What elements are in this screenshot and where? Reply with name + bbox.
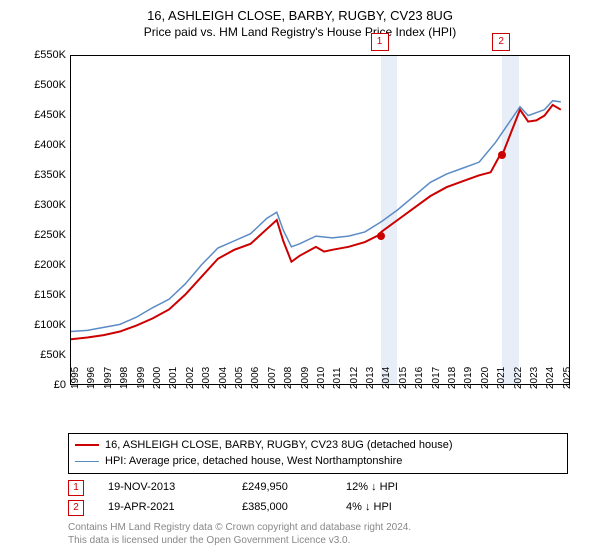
x-axis-label: 2000 xyxy=(152,367,163,389)
legend-label: HPI: Average price, detached house, West… xyxy=(105,453,402,470)
x-axis-label: 1997 xyxy=(103,367,114,389)
x-axis-label: 2010 xyxy=(316,367,327,389)
event-date: 19-NOV-2013 xyxy=(108,478,218,498)
legend-label: 16, ASHLEIGH CLOSE, BARBY, RUGBY, CV23 8… xyxy=(105,437,453,454)
x-axis-label: 2023 xyxy=(529,367,540,389)
y-axis-label: £550K xyxy=(20,49,66,61)
x-axis-label: 2016 xyxy=(414,367,425,389)
x-axis-label: 2003 xyxy=(201,367,212,389)
x-axis-label: 2015 xyxy=(398,367,409,389)
y-axis-label: £350K xyxy=(20,169,66,181)
event-marker-box: 2 xyxy=(492,33,510,51)
plot-region xyxy=(70,55,570,385)
y-axis-label: £450K xyxy=(20,109,66,121)
x-axis-label: 2020 xyxy=(480,367,491,389)
y-axis-label: £200K xyxy=(20,259,66,271)
x-axis-label: 1999 xyxy=(136,367,147,389)
x-axis-label: 1995 xyxy=(70,367,81,389)
x-axis-label: 2004 xyxy=(218,367,229,389)
y-axis-label: £50K xyxy=(20,349,66,361)
x-axis-label: 1998 xyxy=(119,367,130,389)
y-axis-label: £150K xyxy=(20,289,66,301)
event-dot xyxy=(377,232,385,240)
y-axis-label: £100K xyxy=(20,319,66,331)
event-row: 2 19-APR-2021 £385,000 4% ↓ HPI xyxy=(68,498,568,518)
events-table: 1 19-NOV-2013 £249,950 12% ↓ HPI 2 19-APR-202… xyxy=(68,478,568,518)
legend-item: 16, ASHLEIGH CLOSE, BARBY, RUGBY, CV23 8… xyxy=(75,437,561,454)
x-axis-label: 2007 xyxy=(267,367,278,389)
y-axis-label: £300K xyxy=(20,199,66,211)
x-axis-label: 2011 xyxy=(332,367,343,389)
footer-line2: This data is licensed under the Open Gov… xyxy=(68,534,568,547)
event-id-box: 1 xyxy=(68,480,84,496)
x-axis-label: 1996 xyxy=(86,367,97,389)
y-axis-label: £400K xyxy=(20,139,66,151)
event-price: £249,950 xyxy=(242,478,322,498)
legend-swatch xyxy=(75,444,99,446)
series-hpi xyxy=(71,101,561,332)
x-axis-label: 2009 xyxy=(300,367,311,389)
x-axis-label: 2005 xyxy=(234,367,245,389)
x-axis-label: 2001 xyxy=(168,367,179,389)
y-axis-label: £0 xyxy=(20,379,66,391)
event-dot xyxy=(498,151,506,159)
x-axis-label: 2006 xyxy=(250,367,261,389)
x-axis-label: 2024 xyxy=(545,367,556,389)
x-axis-label: 2018 xyxy=(447,367,458,389)
y-axis-label: £500K xyxy=(20,79,66,91)
event-row: 1 19-NOV-2013 £249,950 12% ↓ HPI xyxy=(68,478,568,498)
chart-title-line1: 16, ASHLEIGH CLOSE, BARBY, RUGBY, CV23 8… xyxy=(10,8,590,25)
chart-area: £0 £50K £100K £150K £200K £250K £300K £350K £400… xyxy=(20,45,580,425)
event-delta: 12% ↓ HPI xyxy=(346,478,398,498)
y-axis-label: £250K xyxy=(20,229,66,241)
x-axis-label: 2008 xyxy=(283,367,294,389)
x-axis-label: 2014 xyxy=(381,367,392,389)
x-axis-label: 2017 xyxy=(431,367,442,389)
x-axis-label: 2012 xyxy=(349,367,360,389)
x-axis-label: 2022 xyxy=(513,367,524,389)
x-axis-label: 2013 xyxy=(365,367,376,389)
event-id-box: 2 xyxy=(68,500,84,516)
event-delta: 4% ↓ HPI xyxy=(346,498,392,518)
series-price_paid xyxy=(71,105,561,339)
x-axis-label: 2002 xyxy=(185,367,196,389)
footer-attribution: Contains HM Land Registry data © Crown c… xyxy=(68,521,568,547)
legend: 16, ASHLEIGH CLOSE, BARBY, RUGBY, CV23 8… xyxy=(68,433,568,474)
footer-line1: Contains HM Land Registry data © Crown c… xyxy=(68,521,568,534)
event-price: £385,000 xyxy=(242,498,322,518)
chart-container: 16, ASHLEIGH CLOSE, BARBY, RUGBY, CV23 8… xyxy=(0,0,600,560)
legend-item: HPI: Average price, detached house, West… xyxy=(75,453,561,470)
event-marker-box: 1 xyxy=(371,33,389,51)
x-axis-label: 2019 xyxy=(463,367,474,389)
x-axis-label: 2021 xyxy=(496,367,507,389)
event-date: 19-APR-2021 xyxy=(108,498,218,518)
legend-swatch xyxy=(75,461,99,463)
line-layer xyxy=(71,56,569,384)
x-axis-label: 2025 xyxy=(562,367,573,389)
